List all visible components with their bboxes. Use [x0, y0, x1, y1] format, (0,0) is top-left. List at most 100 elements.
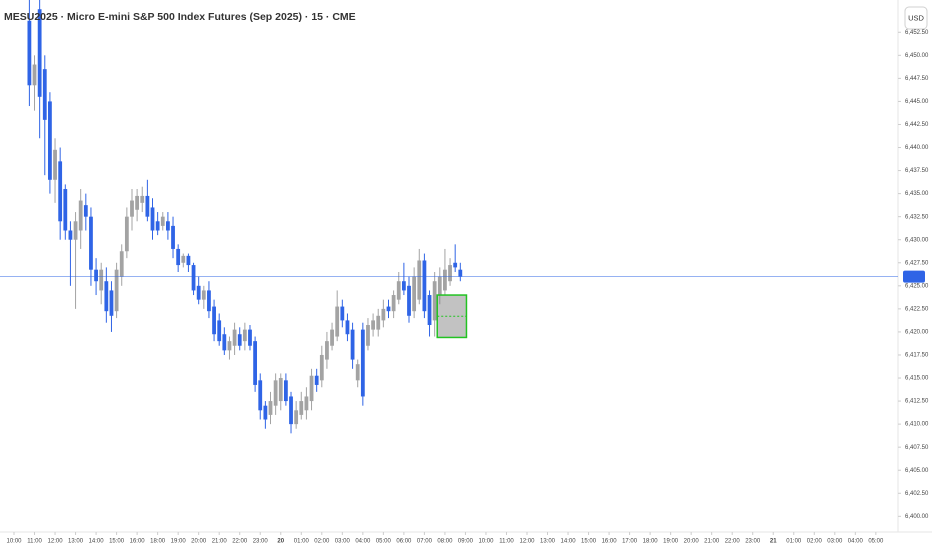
candle-body	[355, 364, 360, 381]
y-tick-label: 6,442.50	[905, 122, 929, 128]
x-tick-label: 03:00	[827, 539, 843, 545]
candle-body	[166, 221, 170, 231]
candle-body	[73, 221, 78, 240]
x-tick-label: 20:00	[684, 539, 700, 545]
candle-body	[314, 375, 319, 385]
y-tick-label: 6,412.50	[905, 399, 929, 405]
candle-body	[417, 260, 422, 300]
candle-body	[196, 285, 201, 300]
x-tick-label: 15:00	[109, 539, 125, 545]
currency-label[interactable]: USD	[908, 13, 924, 22]
y-tick-label: 6,415.00	[905, 376, 929, 382]
x-tick-label: 09:00	[458, 539, 474, 545]
x-tick-label: 13:00	[68, 539, 84, 545]
candle-body	[109, 290, 114, 316]
x-tick-label: 12:00	[519, 539, 535, 545]
y-tick-label: 6,432.50	[905, 214, 929, 220]
candle-body	[273, 380, 278, 406]
candle-body	[32, 64, 37, 86]
candle-body	[437, 276, 442, 296]
y-tick-label: 6,405.00	[905, 468, 929, 474]
y-tick-label: 6,450.00	[905, 53, 929, 59]
candle-body	[443, 269, 447, 291]
candle-body	[212, 306, 216, 335]
candle-body	[37, 9, 42, 97]
x-tick-label: 01:00	[786, 539, 802, 545]
candle-body	[119, 251, 124, 277]
candle-body	[345, 320, 350, 335]
candle-body	[201, 290, 206, 300]
x-tick-label: 07:00	[417, 539, 433, 545]
x-tick-label: 23:00	[253, 539, 269, 545]
candle-body	[48, 101, 52, 180]
x-tick-label: 21:00	[704, 539, 720, 545]
candle-body	[278, 378, 283, 402]
x-tick-label: 14:00	[89, 539, 105, 545]
candle-body	[335, 306, 340, 337]
x-tick-label: 02:00	[314, 539, 330, 545]
y-tick-label: 6,452.50	[905, 30, 929, 36]
chart-title: MESU2025 · Micro E-mini S&P 500 Index Fu…	[4, 11, 356, 23]
x-tick-label: 22:00	[725, 539, 741, 545]
x-tick-label: 18:00	[643, 539, 659, 545]
candle-body	[104, 281, 109, 312]
candle-body	[68, 230, 73, 240]
x-tick-label: 23:00	[745, 539, 761, 545]
candle-body	[263, 405, 268, 420]
candle-body	[258, 380, 263, 411]
candle-body	[427, 295, 432, 326]
x-tick-label: 21	[770, 539, 777, 545]
candle-body	[412, 276, 417, 312]
candle-body	[391, 295, 396, 312]
candle-body	[376, 315, 381, 330]
candle-body	[396, 281, 401, 300]
candle-body	[283, 380, 288, 402]
x-tick-label: 03:00	[335, 539, 351, 545]
x-tick-label: 20:00	[191, 539, 207, 545]
candle-body	[124, 216, 129, 252]
candle-body	[268, 401, 273, 415]
y-tick-label: 6,437.50	[905, 168, 929, 174]
y-tick-label: 6,407.50	[905, 445, 929, 451]
candle-body	[94, 269, 98, 282]
x-tick-label: 02:00	[807, 539, 823, 545]
y-tick-label: 6,430.00	[905, 237, 929, 243]
x-tick-label: 16:00	[602, 539, 618, 545]
candle-body	[232, 329, 237, 346]
x-tick-label: 05:00	[868, 539, 884, 545]
candle-body	[191, 265, 196, 291]
candle-body	[160, 216, 165, 226]
candle-body	[186, 255, 191, 266]
candle-body	[237, 334, 242, 346]
x-tick-label: 13:00	[540, 539, 556, 545]
candle-body	[130, 200, 134, 217]
x-tick-label: 19:00	[171, 539, 187, 545]
candle-body	[150, 207, 155, 231]
candle-body	[27, 20, 32, 86]
last-price-marker	[903, 270, 925, 283]
x-tick-label: 16:00	[130, 539, 146, 545]
candle-body	[181, 255, 186, 263]
x-tick-label: 21:00	[212, 539, 228, 545]
x-tick-label: 22:00	[232, 539, 248, 545]
candle-body	[227, 341, 232, 351]
x-tick-label: 04:00	[355, 539, 371, 545]
x-tick-label: 01:00	[294, 539, 310, 545]
candle-body	[458, 269, 463, 277]
currency-button[interactable]	[904, 6, 928, 30]
candle-body	[176, 248, 181, 266]
candle-body	[135, 195, 140, 210]
x-tick-label: 10:00	[6, 539, 22, 545]
candle-body	[53, 149, 57, 180]
x-tick-label: 08:00	[437, 539, 453, 545]
candle-body	[330, 329, 334, 346]
x-tick-label: 18:00	[150, 539, 166, 545]
x-tick-label: 11:00	[27, 539, 42, 545]
candle-body	[42, 69, 47, 120]
candle-body	[114, 269, 119, 312]
candle-body	[242, 329, 247, 342]
candle-body	[289, 396, 293, 425]
y-tick-label: 6,427.50	[905, 260, 929, 266]
